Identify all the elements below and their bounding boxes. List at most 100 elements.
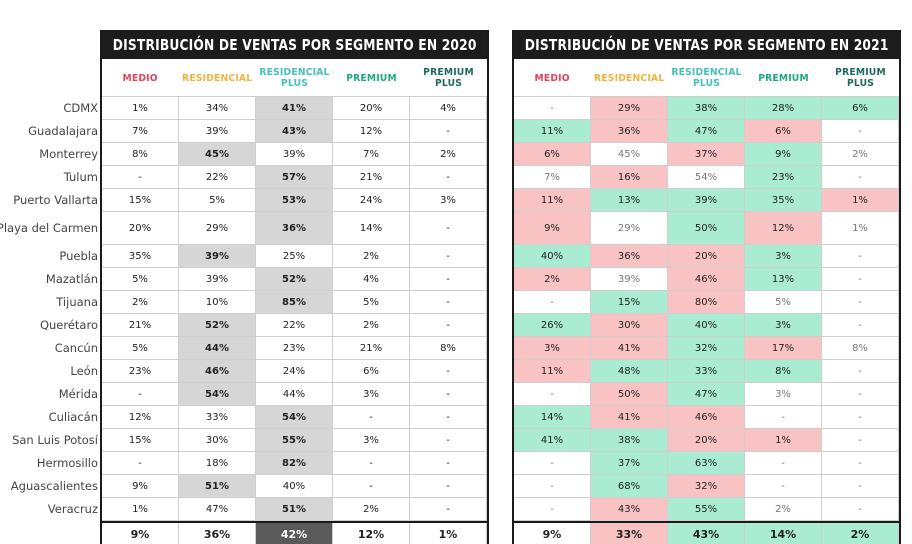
table-cell: - (822, 452, 899, 475)
table-cell: 33% (668, 360, 745, 383)
table-cell: 1% (745, 429, 822, 452)
table-cell: 2% (410, 143, 487, 166)
table-cell: 30% (179, 429, 256, 452)
table-cell: - (410, 120, 487, 143)
table-cell: - (822, 166, 899, 189)
row-divider (514, 520, 899, 521)
table-cell: - (514, 97, 591, 120)
table-cell: 13% (745, 268, 822, 291)
table-2021-title: DISTRIBUCIÓN DE VENTAS POR SEGMENTO EN 2… (514, 30, 899, 59)
column-header-label: MEDIO (534, 72, 571, 84)
total-cell: 12% (333, 523, 410, 544)
table-cell: - (410, 429, 487, 452)
column-header-label: RESIDENCIAL PLUS (671, 67, 742, 89)
table-cell: 40% (668, 314, 745, 337)
table-cell: - (745, 452, 822, 475)
table-cell: 44% (179, 337, 256, 360)
row-divider (514, 474, 899, 475)
row-divider (102, 382, 487, 383)
table-cell: 24% (333, 189, 410, 212)
table-cell: 5% (102, 337, 179, 360)
city-label: Puerto Vallarta (13, 193, 98, 207)
city-label: Hermosillo (36, 456, 98, 470)
table-cell: 46% (668, 268, 745, 291)
table-cell: 10% (179, 291, 256, 314)
column-header-label: PREMIUM (346, 72, 397, 84)
column-header: RESIDENCIAL (591, 59, 668, 97)
table-cell: 85% (256, 291, 333, 314)
table-cell: 8% (745, 360, 822, 383)
row-divider (102, 290, 487, 291)
row-divider (514, 188, 899, 189)
table-cell: - (514, 452, 591, 475)
column-header: PREMIUM (333, 59, 410, 97)
row-divider (102, 96, 487, 97)
table-cell: 17% (745, 337, 822, 360)
table-cell: 40% (514, 245, 591, 268)
table-cell: 11% (514, 120, 591, 143)
table-cell: 18% (179, 452, 256, 475)
table-cell: 23% (745, 166, 822, 189)
table-cell: 35% (102, 245, 179, 268)
table-cell: 1% (822, 212, 899, 245)
table-cell: 7% (514, 166, 591, 189)
table-cell: 55% (256, 429, 333, 452)
table-cell: 23% (256, 337, 333, 360)
city-label: Tulum (63, 170, 98, 184)
column-header-label: RESIDENCIAL (594, 72, 665, 84)
column-header: MEDIO (514, 59, 591, 97)
row-divider (514, 405, 899, 406)
table-cell: 15% (591, 291, 668, 314)
table-2021-title-text: DISTRIBUCIÓN DE VENTAS POR SEGMENTO EN 2… (524, 35, 889, 54)
table-cell: 39% (256, 143, 333, 166)
table-cell: 51% (179, 475, 256, 498)
table-cell: 20% (102, 212, 179, 245)
row-divider (102, 211, 487, 212)
table-cell: 80% (668, 291, 745, 314)
column-header-label: PREMIUM (758, 72, 809, 84)
table-cell: 48% (591, 360, 668, 383)
table-cell: - (102, 452, 179, 475)
table-cell: 4% (333, 268, 410, 291)
table-cell: - (333, 452, 410, 475)
row-divider (514, 290, 899, 291)
table-cell: 2% (514, 268, 591, 291)
table-cell: 33% (179, 406, 256, 429)
table-cell: 2% (333, 498, 410, 521)
row-divider (102, 165, 487, 166)
row-divider (102, 359, 487, 360)
city-label: Monterrey (39, 147, 98, 161)
table-cell: 15% (102, 189, 179, 212)
row-divider (102, 474, 487, 475)
table-cell: 6% (745, 120, 822, 143)
table-cell: 46% (668, 406, 745, 429)
table-cell: 1% (822, 189, 899, 212)
row-divider (102, 405, 487, 406)
table-cell: 21% (333, 337, 410, 360)
table-cell: 45% (591, 143, 668, 166)
table-cell: 41% (591, 406, 668, 429)
table-cell: 5% (179, 189, 256, 212)
table-cell: - (745, 406, 822, 429)
row-divider (514, 451, 899, 452)
table-cell: 15% (102, 429, 179, 452)
table-cell: - (410, 212, 487, 245)
table-cell: 11% (514, 360, 591, 383)
city-label: Aguascalientes (10, 479, 98, 493)
table-cell: - (410, 475, 487, 498)
table-cell: 5% (745, 291, 822, 314)
table-cell: 20% (668, 429, 745, 452)
table-cell: 1% (102, 97, 179, 120)
column-header: PREMIUM PLUS (822, 59, 899, 97)
column-header-label: MEDIO (122, 72, 159, 84)
table-cell: 8% (102, 143, 179, 166)
table-cell: 9% (745, 143, 822, 166)
table-cell: - (410, 291, 487, 314)
city-label: Mazatlán (45, 272, 98, 286)
table-cell: 32% (668, 475, 745, 498)
table-cell: 2% (333, 314, 410, 337)
row-divider (514, 211, 899, 212)
table-cell: 39% (179, 120, 256, 143)
table-cell: 23% (102, 360, 179, 383)
city-label: Mérida (58, 387, 98, 401)
